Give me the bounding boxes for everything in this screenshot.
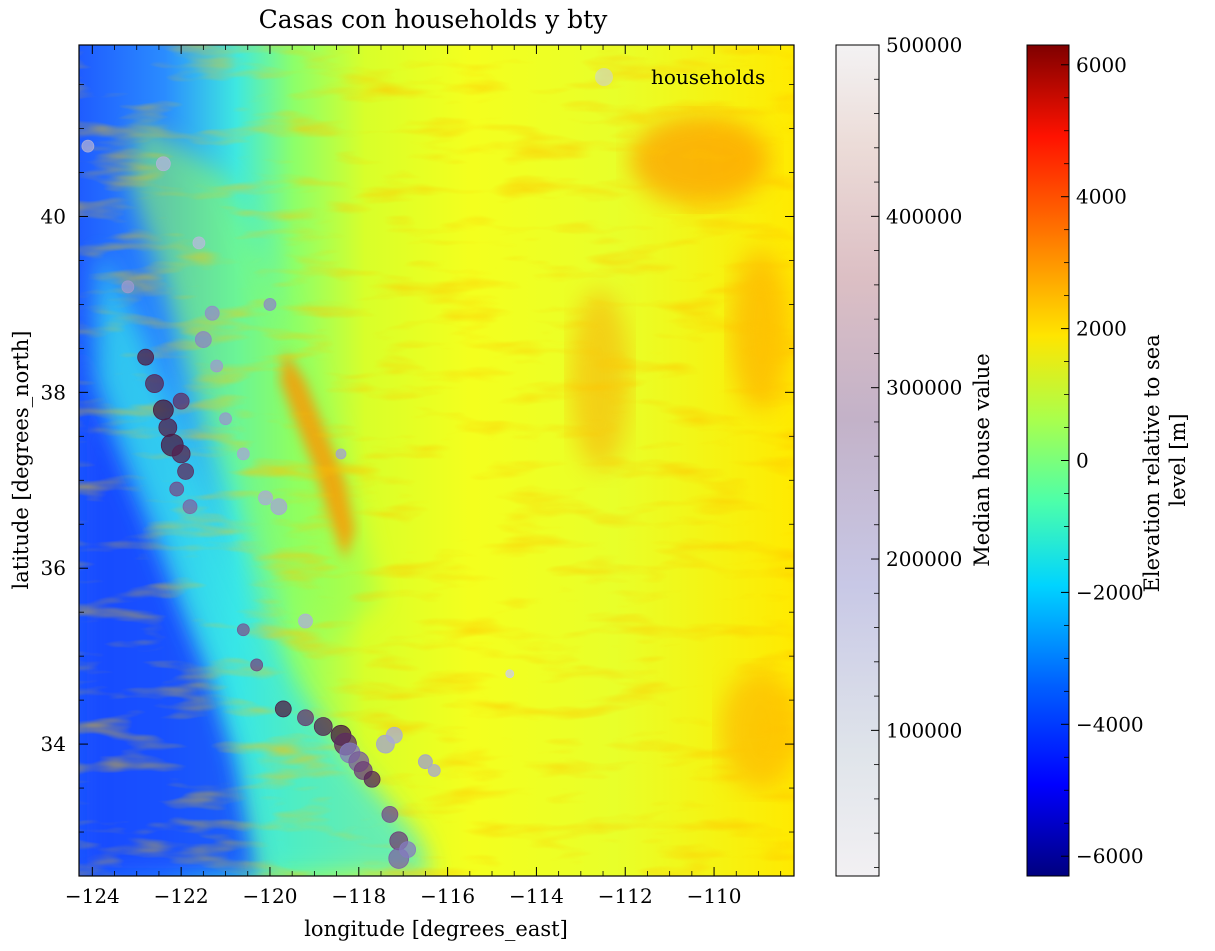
legend-marker [595,68,613,86]
scatter-point [250,658,264,672]
x-axis-label: longitude [degrees_east] [304,917,568,941]
scatter-point [399,841,417,859]
x-tick-label: −116 [420,884,475,908]
scatter-series-households [81,139,515,869]
y-tick-label: 34 [41,732,66,756]
scatter-point [210,359,224,373]
y-tick-label: 40 [41,204,66,228]
scatter-point [145,374,164,393]
scatter-point [263,298,277,311]
scatter-point [505,669,515,679]
legend-entry-households: households [651,65,765,89]
scatter-point [258,490,273,506]
colorbar-tick-label: 6000 [1076,53,1127,77]
x-tick-label: −124 [65,884,120,908]
colorbar-tick-label: 0 [1076,449,1089,473]
scatter-point [297,709,314,727]
x-tick-label: −114 [509,884,564,908]
x-tick-label: −112 [598,884,653,908]
legend: households [595,65,765,89]
scatter-point [172,392,190,410]
colorbar-tick-label: −6000 [1076,844,1144,868]
plot-frame [78,44,795,877]
scatter-point [155,156,171,172]
colorbar-elevation-ticks: −6000 −4000 −2000 0 2000 4000 6000 [1061,53,1144,868]
scatter-point [270,498,288,516]
scatter-point [335,448,347,460]
scatter-point [313,717,333,736]
scatter-point [158,418,178,437]
scatter-point [385,726,403,744]
scatter-point [182,499,198,515]
colorbar-median-house-value-gradient [835,44,880,877]
colorbar-tick-label: 200000 [886,547,962,571]
scatter-point [194,331,212,348]
scatter-point [219,412,232,426]
scatter-point [381,806,399,823]
scatter-point [236,623,250,637]
colorbar-median-house-value: 100000 200000 300000 400000 500000 Median ho… [835,33,994,877]
x-tick-label: −122 [154,884,209,908]
scatter-point [137,348,155,366]
scatter-point [177,463,194,480]
x-tick-label: −120 [242,884,297,908]
x-axis: −124 −122 −120 −118 −116 −114 −112 −110 [65,45,782,908]
colorbar-elevation: −6000 −4000 −2000 0 2000 4000 6000 Elevation r… [1026,44,1190,877]
x-tick-label: −118 [331,884,386,908]
scatter-point [298,613,313,629]
plot-area [79,45,794,876]
y-axis-label: latitude [degrees_north] [9,331,33,590]
colorbar-tick-label: 400000 [886,204,962,228]
scatter-point [81,139,95,153]
colorbar-tick-label: 300000 [886,376,962,400]
scatter-point [121,280,135,294]
scatter-point [204,305,220,321]
colorbar-tick-label: 100000 [886,718,962,742]
scatter-point [171,444,191,464]
colorbar-tick-label: 500000 [886,33,962,57]
y-tick-label: 36 [41,556,66,580]
colorbar-tick-label: −2000 [1076,580,1144,604]
colorbar-tick-label: 4000 [1076,185,1127,209]
terrain-texture [79,45,794,876]
scatter-point [417,754,433,770]
chart-title: Casas con households y bty [259,5,609,34]
scatter-point [236,447,250,461]
scatter-point [363,770,381,788]
x-tick-label: −110 [687,884,742,908]
colorbar-median-house-value-ticks: 100000 200000 300000 400000 500000 [871,33,962,868]
colorbar-tick-label: −4000 [1076,712,1144,736]
colorbar-tick-label: 2000 [1076,317,1127,341]
colorbar-elevation-label: Elevation relative to sea level [m] [1140,328,1190,593]
colorbar-median-house-value-label: Median house value [970,353,994,566]
scatter-point [192,236,206,250]
scatter-point [169,481,185,497]
scatter-point [274,700,292,718]
scatter-point [427,764,441,777]
y-axis: 34 36 38 40 [41,84,794,877]
y-tick-label: 38 [41,380,66,404]
scatter-point [152,399,174,421]
